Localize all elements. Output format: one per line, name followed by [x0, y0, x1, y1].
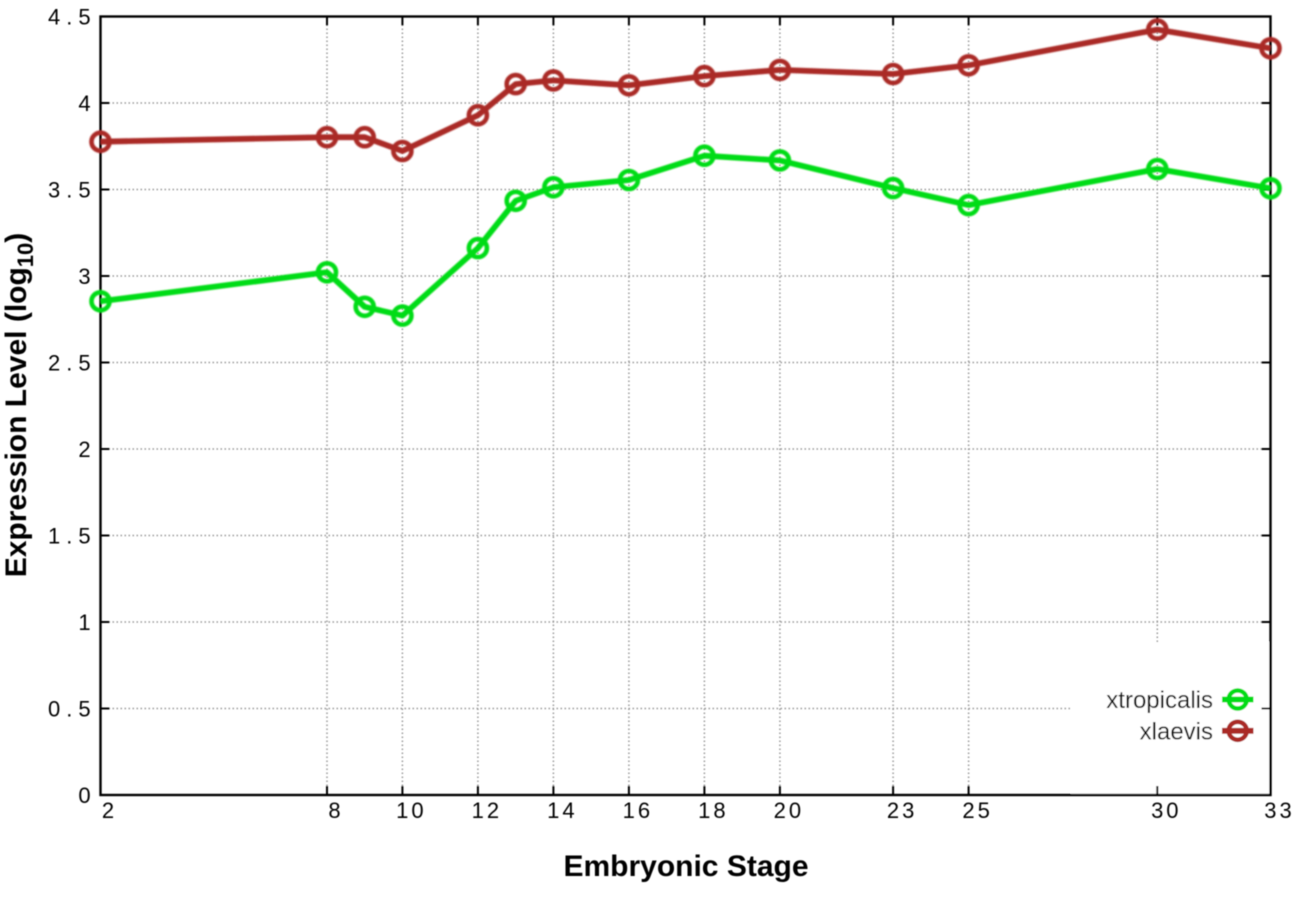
svg-text:0: 0 [1166, 798, 1178, 823]
svg-text:Expression Level (log10): Expression Level (log10) [0, 233, 38, 578]
svg-text:5: 5 [78, 524, 90, 549]
svg-text:0: 0 [48, 697, 60, 722]
svg-text:3: 3 [1264, 798, 1276, 823]
svg-text:.: . [66, 697, 72, 722]
svg-text:4: 4 [78, 91, 90, 116]
svg-text:1: 1 [547, 798, 559, 823]
svg-text:xlaevis: xlaevis [1140, 718, 1213, 745]
svg-text:xtropicalis: xtropicalis [1106, 687, 1213, 714]
svg-text:2: 2 [102, 798, 114, 823]
svg-text:5: 5 [978, 798, 990, 823]
svg-text:3: 3 [48, 178, 60, 203]
svg-text:Embryonic Stage: Embryonic Stage [563, 850, 808, 883]
svg-text:5: 5 [78, 697, 90, 722]
svg-text:2: 2 [78, 437, 90, 462]
svg-text:5: 5 [78, 178, 90, 203]
svg-text:4: 4 [562, 798, 574, 823]
svg-text:0: 0 [789, 798, 801, 823]
svg-text:1: 1 [48, 524, 60, 549]
svg-text:0: 0 [411, 798, 423, 823]
svg-text:1: 1 [623, 798, 635, 823]
svg-text:5: 5 [78, 351, 90, 376]
svg-text:2: 2 [487, 798, 499, 823]
svg-text:2: 2 [48, 351, 60, 376]
svg-text:1: 1 [78, 610, 90, 635]
svg-text:8: 8 [713, 798, 725, 823]
svg-text:.: . [66, 178, 72, 203]
svg-text:2: 2 [774, 798, 786, 823]
svg-text:2: 2 [962, 798, 974, 823]
svg-text:.: . [66, 524, 72, 549]
svg-text:4: 4 [48, 5, 60, 30]
svg-text:0: 0 [78, 783, 90, 808]
svg-text:2: 2 [887, 798, 899, 823]
svg-text:.: . [66, 351, 72, 376]
svg-text:5: 5 [78, 5, 90, 30]
svg-text:8: 8 [328, 798, 340, 823]
svg-text:3: 3 [1151, 798, 1163, 823]
svg-text:.: . [66, 5, 72, 30]
svg-text:3: 3 [78, 264, 90, 289]
svg-text:1: 1 [472, 798, 484, 823]
svg-text:1: 1 [698, 798, 710, 823]
svg-text:3: 3 [902, 798, 914, 823]
svg-text:1: 1 [396, 798, 408, 823]
svg-text:3: 3 [1279, 798, 1291, 823]
svg-text:6: 6 [638, 798, 650, 823]
